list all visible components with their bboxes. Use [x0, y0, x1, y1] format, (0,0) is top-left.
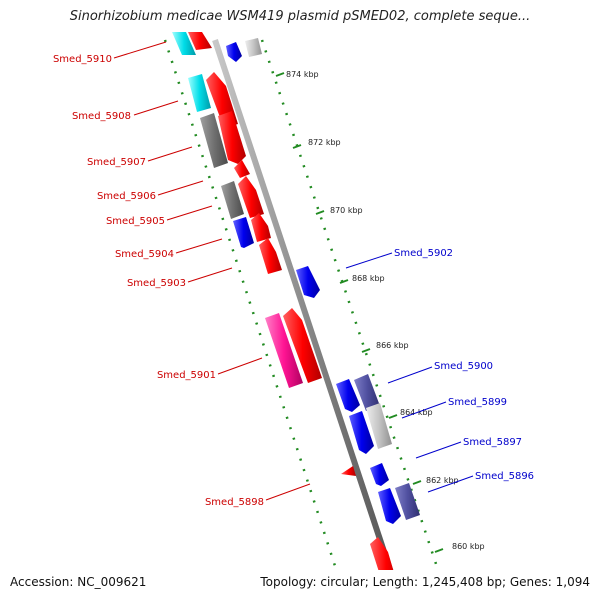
gene-lightgray-5899	[366, 403, 392, 449]
leader-line-5896	[427, 475, 474, 493]
gene-gray-5905	[221, 181, 244, 219]
gene-label-smed-5908[interactable]: Smed_5908	[72, 111, 131, 122]
gene-blue-5902	[296, 266, 320, 298]
gene-label-smed-5900[interactable]: Smed_5900	[434, 361, 493, 372]
leader-line-5897	[415, 441, 462, 459]
tick-mark-860	[434, 548, 444, 553]
leader-line-5905	[166, 205, 213, 221]
gene-blue-5897	[370, 463, 389, 486]
gene-red-5907	[218, 111, 246, 164]
gene-red-5901	[283, 308, 322, 383]
gene-label-smed-5896[interactable]: Smed_5896	[475, 471, 534, 482]
backbone-line	[212, 39, 403, 600]
leader-line-5900	[387, 366, 433, 384]
gene-label-smed-5910[interactable]: Smed_5910	[53, 54, 112, 65]
gene-label-smed-5901[interactable]: Smed_5901	[157, 370, 216, 381]
left-gene-labels: Smed_5910 Smed_5908 Smed_5907 Smed_5906 …	[53, 41, 311, 508]
tick-label-874: 874 kbp	[286, 70, 319, 79]
inner-dotted-track	[163, 39, 348, 600]
tick-label-860: 860 kbp	[452, 542, 485, 551]
gene-gray-5907	[200, 113, 228, 168]
gene-label-smed-5906[interactable]: Smed_5906	[97, 191, 156, 202]
gene-blue-5900	[336, 379, 360, 412]
tick-label-862: 862 kbp	[426, 476, 459, 485]
topology-text: Topology: circular; Length: 1,245,408 bp…	[259, 575, 590, 589]
gene-label-smed-5903[interactable]: Smed_5903	[127, 278, 186, 289]
gene-label-smed-5899[interactable]: Smed_5899	[448, 397, 507, 408]
tick-label-866: 866 kbp	[376, 341, 409, 350]
gene-red-top	[188, 32, 212, 50]
gene-lightgray-small	[245, 38, 262, 57]
leader-line-5910	[113, 41, 167, 59]
tick-mark-868	[339, 279, 349, 284]
gene-red-5905	[238, 176, 264, 218]
gene-blue-small	[226, 42, 242, 62]
gene-red-5904	[251, 213, 271, 242]
tick-mark-866	[361, 348, 371, 353]
tick-label-872: 872 kbp	[308, 138, 341, 147]
footer-background	[0, 570, 600, 600]
leader-line-5906	[157, 180, 204, 196]
gene-pink-5901	[265, 313, 303, 388]
leader-line-5901	[217, 357, 263, 375]
right-gene-labels: Smed_5902 Smed_5900 Smed_5899 Smed_5897 …	[345, 248, 534, 493]
gene-slate-5900	[354, 374, 380, 411]
gene-blue-5904	[233, 217, 254, 248]
leader-line-5899	[401, 401, 447, 419]
title: Sinorhizobium medicae WSM419 plasmid pSM…	[70, 9, 531, 24]
gene-label-smed-5898[interactable]: Smed_5898	[205, 497, 264, 508]
gene-label-smed-5905[interactable]: Smed_5905	[106, 216, 165, 227]
leader-line-5902	[345, 252, 393, 269]
gene-label-smed-5907[interactable]: Smed_5907	[87, 157, 146, 168]
tick-mark-864	[388, 414, 398, 419]
leader-line-5898	[265, 483, 311, 501]
gene-red-5898	[341, 466, 356, 476]
gene-slate-5896	[395, 483, 420, 520]
gene-features	[172, 32, 420, 600]
leader-line-5907	[147, 146, 193, 162]
tick-mark-872	[292, 144, 302, 149]
leader-line-5908	[133, 100, 179, 116]
backbone	[212, 39, 403, 600]
gene-blue-5896	[378, 488, 401, 524]
gene-label-smed-5897[interactable]: Smed_5897	[463, 437, 522, 448]
tick-mark-874	[275, 72, 285, 77]
gene-cyan-5908	[188, 74, 211, 112]
gene-label-smed-5902[interactable]: Smed_5902	[394, 248, 453, 259]
gene-label-smed-5904-visible[interactable]: Smed_5904	[115, 249, 174, 260]
tick-label-870: 870 kbp	[330, 206, 363, 215]
accession-text: Accession: NC_009621	[10, 575, 146, 589]
gene-cyan-top	[172, 32, 196, 55]
gene-red-5906	[234, 160, 250, 178]
tick-mark-862	[412, 480, 422, 485]
leader-line-5903	[187, 267, 233, 283]
tick-mark-870	[315, 210, 325, 215]
footer: Accession: NC_009621 Topology: circular;…	[0, 570, 600, 600]
map-title: Sinorhizobium medicae WSM419 plasmid pSM…	[70, 9, 531, 24]
tick-label-868: 868 kbp	[352, 274, 385, 283]
gene-red-5903	[259, 238, 282, 274]
gene-blue-5899	[349, 411, 374, 454]
leader-line-5904	[175, 238, 223, 254]
